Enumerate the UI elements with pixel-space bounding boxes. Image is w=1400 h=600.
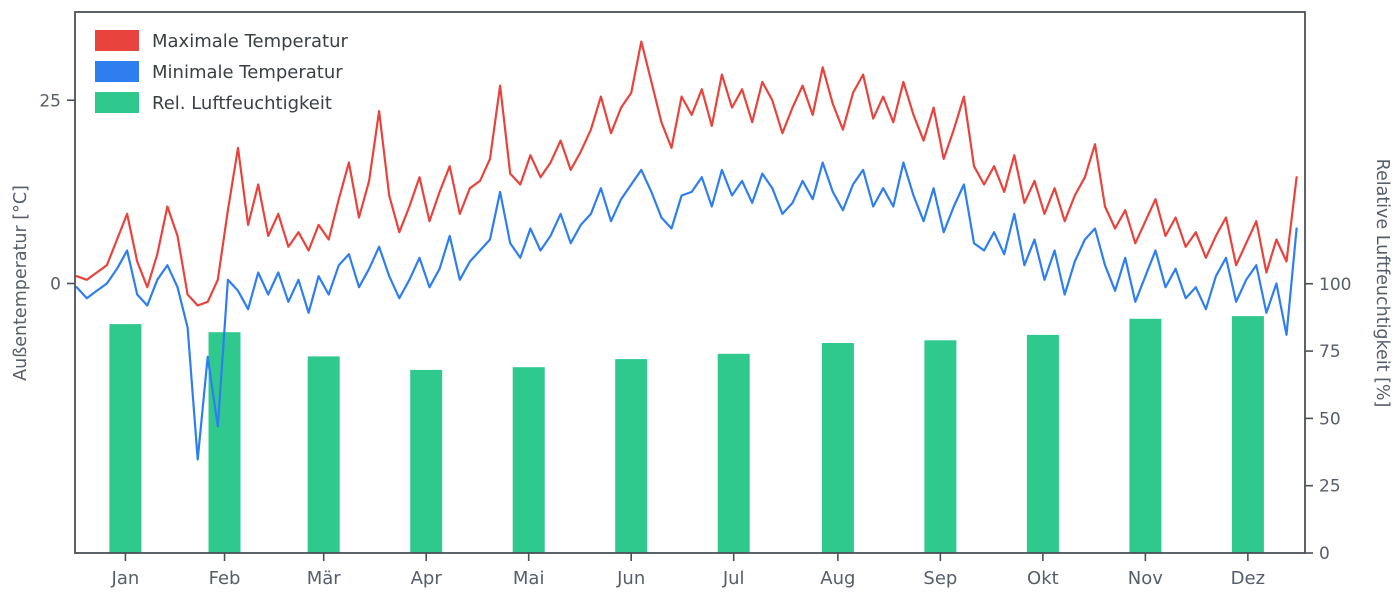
x-tick-label-mai: Mai — [513, 568, 545, 589]
legend-label-min_temp: Minimale Temperatur — [152, 62, 343, 83]
x-tick-label-mär: Mär — [307, 568, 342, 589]
x-tick-label-dez: Dez — [1231, 568, 1265, 589]
x-tick-label-jun: Jun — [616, 568, 645, 589]
x-tick-label-sep: Sep — [923, 568, 957, 589]
humidity-bar-feb — [208, 332, 241, 553]
right-tick-label: 0 — [1319, 544, 1330, 564]
x-tick-label-nov: Nov — [1128, 568, 1163, 589]
humidity-bars-group — [109, 316, 1264, 553]
temperature-lines-group — [75, 40, 1298, 461]
right-tick-label: 75 — [1319, 342, 1341, 362]
humidity-bar-jan — [109, 324, 142, 553]
left-axis-label: Außentemperatur [°C] — [11, 185, 31, 381]
humidity-bar-nov — [1129, 318, 1162, 553]
humidity-bar-apr — [410, 369, 443, 553]
min-temp-line — [75, 161, 1298, 461]
humidity-bar-jun — [615, 359, 648, 553]
legend-swatch-max_temp — [95, 30, 139, 51]
legend: Maximale Temperatur Minimale Temperatur Re… — [95, 30, 349, 114]
x-tick-label-aug: Aug — [820, 568, 855, 589]
humidity-bar-jul — [717, 353, 750, 553]
legend-swatch-humidity — [95, 92, 139, 113]
x-tick-label-okt: Okt — [1027, 568, 1059, 589]
right-tick-label: 50 — [1319, 409, 1341, 429]
right-tick-label: 100 — [1319, 275, 1351, 295]
x-tick-label-apr: Apr — [411, 568, 443, 589]
right-axis-label: Relative Luftfeuchtigkeit [%] — [1372, 159, 1392, 408]
max-temp-line — [75, 40, 1298, 307]
plot-area-border — [74, 11, 1306, 554]
axes-group: 25 0 100 75 50 25 0 Jan Feb Mär Apr Mai Jun Jul Aug Sep… — [39, 91, 1351, 589]
humidity-bar-mai — [512, 367, 545, 553]
humidity-bar-mär — [307, 356, 340, 553]
x-tick-label-jul: Jul — [722, 568, 745, 589]
left-tick-label: 0 — [50, 275, 61, 295]
humidity-bar-dez — [1231, 316, 1264, 553]
x-tick-label-jan: Jan — [111, 568, 140, 589]
humidity-bar-sep — [924, 340, 957, 553]
right-tick-label: 25 — [1319, 477, 1341, 497]
x-tick-label-feb: Feb — [209, 568, 241, 589]
legend-label-max_temp: Maximale Temperatur — [152, 31, 349, 52]
legend-label-humidity: Rel. Luftfeuchtigkeit — [152, 93, 332, 114]
legend-swatch-min_temp — [95, 61, 139, 82]
left-tick-label: 25 — [39, 91, 61, 111]
humidity-bar-okt — [1026, 334, 1059, 553]
humidity-bar-aug — [821, 343, 854, 553]
